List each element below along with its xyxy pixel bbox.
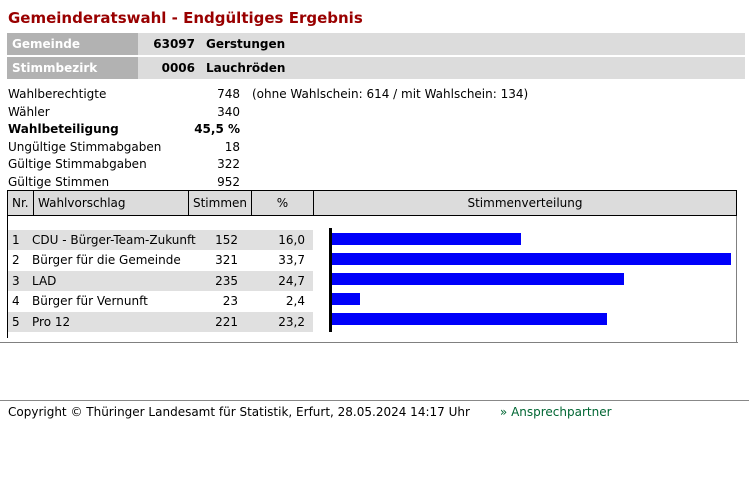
info-table: Gemeinde 63097 Gerstungen Stimmbezirk 00… bbox=[7, 33, 745, 81]
row-cell-prozent: 16,0 bbox=[278, 233, 305, 247]
row-cell-prozent: 23,2 bbox=[278, 314, 305, 329]
info-label: Gemeinde bbox=[7, 33, 138, 55]
row-cell-nr: 1 bbox=[12, 233, 20, 247]
header-cell-prozent: % bbox=[251, 191, 313, 215]
row-cell-prozent: 24,7 bbox=[278, 273, 305, 288]
stat-value: 340 bbox=[217, 104, 240, 119]
row-cell-wahlvorschlag: LAD bbox=[32, 273, 57, 288]
row-cell-stimmen: 221 bbox=[215, 314, 238, 329]
info-row-stimmbezirk: Stimmbezirk 0006 Lauchröden bbox=[7, 57, 745, 79]
vote-bar bbox=[332, 253, 731, 266]
info-row-gemeinde: Gemeinde 63097 Gerstungen bbox=[7, 33, 745, 55]
row-cell-nr: 2 bbox=[12, 253, 20, 268]
stat-value: 748 bbox=[217, 87, 240, 101]
stat-value: 18 bbox=[224, 139, 240, 154]
header-cell-nr: Nr. bbox=[12, 196, 29, 210]
row-cell-stimmen: 235 bbox=[215, 273, 238, 288]
table-row: 4 Bürger für Vernunft 23 2,4 bbox=[8, 291, 313, 311]
table-row: 3 LAD 235 24,7 bbox=[8, 270, 313, 292]
row-cell-prozent: 2,4 bbox=[285, 294, 305, 309]
ansprechpartner-link[interactable]: » Ansprechpartner bbox=[499, 405, 612, 419]
vote-distribution-chart bbox=[313, 216, 737, 343]
row-cell-nr: 5 bbox=[12, 314, 20, 329]
info-value: 63097 Gerstungen bbox=[138, 33, 745, 55]
table-row: 5 Pro 12 221 23,2 bbox=[8, 311, 313, 332]
info-value: 0006 Lauchröden bbox=[138, 57, 745, 79]
vote-bar bbox=[332, 273, 624, 286]
info-label: Stimmbezirk bbox=[7, 57, 138, 79]
row-cell-wahlvorschlag: Bürger für die Gemeinde bbox=[32, 253, 181, 268]
vote-bar bbox=[332, 233, 521, 245]
copyright-text: Copyright © Thüringer Landesamt für Stat… bbox=[8, 405, 470, 419]
stat-value: 322 bbox=[217, 157, 240, 171]
gemeinde-code: 63097 bbox=[153, 37, 195, 51]
stat-label: Wahlberechtigte bbox=[8, 87, 107, 101]
stat-row-gueltige-stimmen: Gültige Stimmen 952 bbox=[8, 174, 528, 192]
table-left-border bbox=[7, 216, 8, 338]
stat-extra: (ohne Wahlschein: 614 / mit Wahlschein: … bbox=[252, 87, 529, 101]
stat-value: 952 bbox=[217, 174, 240, 189]
vote-bar bbox=[332, 313, 607, 326]
row-cell-wahlvorschlag: CDU - Bürger-Team-Zukunft bbox=[32, 233, 196, 247]
header-cell-stimmenverteilung: Stimmenverteilung bbox=[313, 191, 736, 215]
table-bottom-border bbox=[0, 342, 738, 343]
table-row: 1 CDU - Bürger-Team-Zukunft 152 16,0 bbox=[8, 230, 313, 251]
results-rows: 1 CDU - Bürger-Team-Zukunft 152 16,0 2 B… bbox=[8, 230, 313, 332]
stat-row-wahlberechtigte: Wahlberechtigte 748 (ohne Wahlschein: 614 … bbox=[8, 86, 528, 104]
stimmbezirk-code: 0006 bbox=[161, 61, 195, 75]
row-cell-nr: 3 bbox=[12, 273, 20, 288]
stimmbezirk-name: Lauchröden bbox=[206, 61, 286, 75]
row-cell-stimmen: 23 bbox=[222, 294, 238, 309]
vote-bar bbox=[332, 293, 360, 306]
row-cell-prozent: 33,7 bbox=[278, 253, 305, 268]
row-cell-nr: 4 bbox=[12, 294, 20, 309]
results-table-body: 1 CDU - Bürger-Team-Zukunft 152 16,0 2 B… bbox=[7, 216, 737, 343]
stat-row-wahlbeteiligung: Wahlbeteiligung 45,5 % bbox=[8, 121, 528, 139]
page-title: Gemeinderatswahl - Endgültiges Ergebnis bbox=[8, 9, 363, 27]
gemeinde-name: Gerstungen bbox=[206, 37, 286, 51]
header-cell-wahlvorschlag: Wahlvorschlag bbox=[33, 191, 188, 215]
stat-value: 45,5 % bbox=[194, 122, 240, 136]
stat-label: Gültige Stimmabgaben bbox=[8, 157, 147, 171]
results-table-header: Nr. Wahlvorschlag Stimmen % Stimmenverte… bbox=[7, 190, 737, 216]
row-cell-wahlvorschlag: Bürger für Vernunft bbox=[32, 294, 148, 309]
table-row: 2 Bürger für die Gemeinde 321 33,7 bbox=[8, 250, 313, 270]
footer: Copyright © Thüringer Landesamt für Stat… bbox=[8, 405, 612, 419]
footer-divider bbox=[0, 400, 749, 401]
stat-row-ungueltige: Ungültige Stimmabgaben 18 bbox=[8, 139, 528, 157]
stat-row-waehler: Wähler 340 bbox=[8, 104, 528, 122]
header-cell-stimmen: Stimmen bbox=[188, 191, 251, 215]
chart-axis-line bbox=[329, 228, 332, 332]
stat-label: Ungültige Stimmabgaben bbox=[8, 139, 162, 154]
stats-block: Wahlberechtigte 748 (ohne Wahlschein: 614 … bbox=[8, 86, 528, 191]
stat-row-gueltige-abgaben: Gültige Stimmabgaben 322 bbox=[8, 156, 528, 174]
row-cell-stimmen: 152 bbox=[215, 233, 238, 247]
stat-label: Wähler bbox=[8, 104, 50, 119]
row-cell-wahlvorschlag: Pro 12 bbox=[32, 314, 71, 329]
stat-label: Wahlbeteiligung bbox=[8, 122, 119, 136]
stat-label: Gültige Stimmen bbox=[8, 174, 110, 189]
row-cell-stimmen: 321 bbox=[215, 253, 238, 268]
